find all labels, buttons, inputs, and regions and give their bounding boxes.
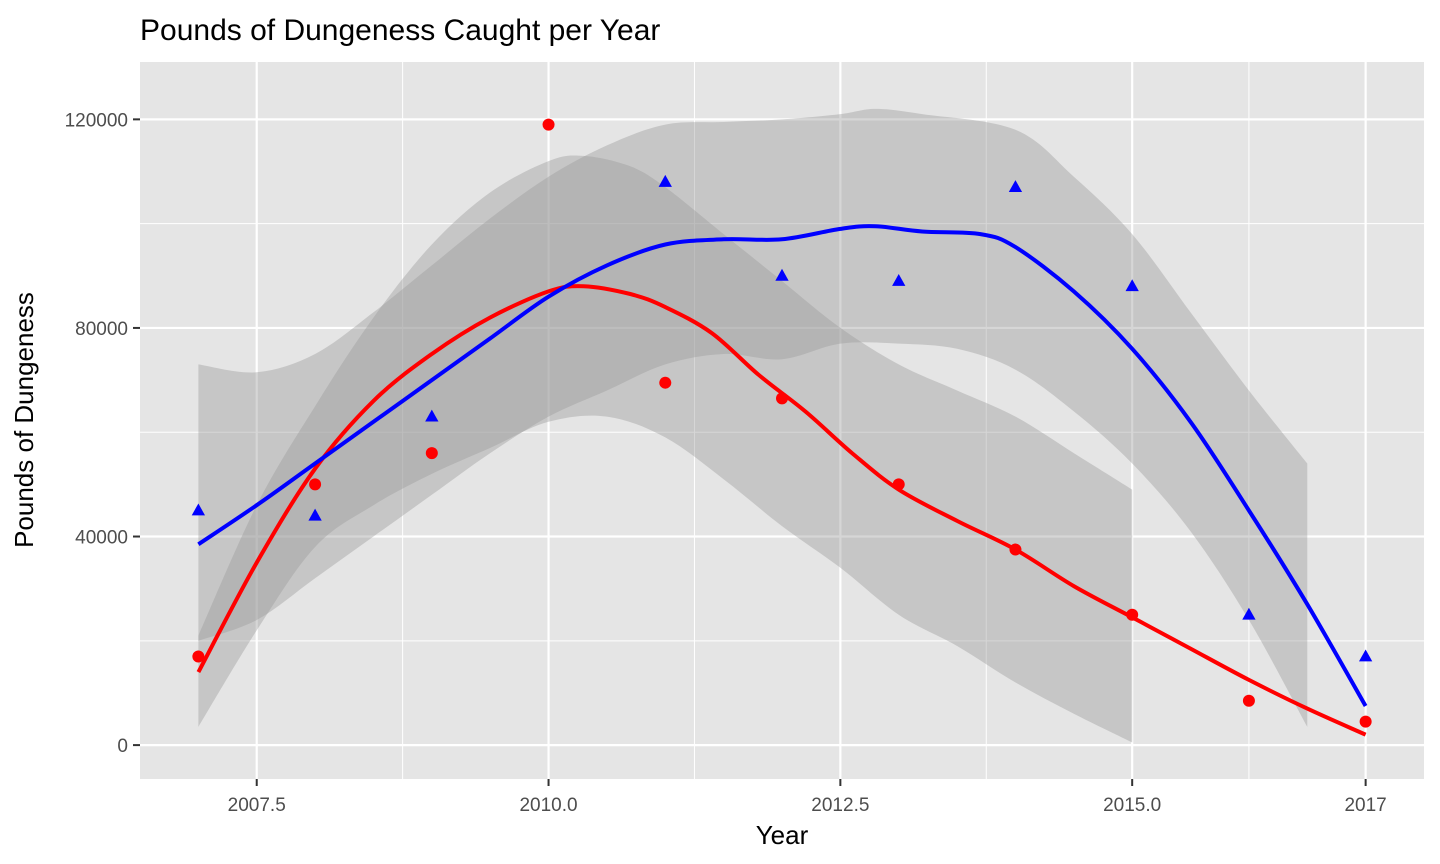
triangle-point-1	[1008, 180, 1023, 193]
y-tick-label: 40000	[75, 528, 128, 549]
circle-point-0	[425, 447, 438, 460]
minor-gridlines	[140, 62, 1424, 779]
triangle-point-1	[1125, 279, 1139, 292]
x-tick-label: 2007.5	[228, 795, 286, 816]
y-axis: 0 40000 80000 120000	[65, 110, 140, 757]
chart-title: Pounds of Dungeness Caught per Year	[140, 14, 660, 47]
triangle-point-1	[308, 508, 322, 521]
circle-point-0	[776, 392, 788, 405]
circle-point-0	[309, 478, 322, 491]
smooth-lines	[196, 224, 1368, 737]
triangle-point-1	[425, 409, 439, 422]
triangle-point-1	[658, 174, 672, 187]
smooth-line-1	[197, 224, 1368, 707]
confidence-ribbons	[198, 108, 1308, 743]
triangle-point-1	[1242, 607, 1256, 620]
data-points	[191, 118, 1373, 728]
circle-point-0	[892, 478, 905, 491]
circle-point-0	[1359, 715, 1372, 728]
x-tick-label: 2012.5	[811, 795, 869, 816]
circle-point-0	[1126, 608, 1139, 621]
x-tick-label: 2017	[1344, 795, 1386, 816]
confidence-band-1	[198, 108, 1308, 727]
y-tick-label: 0	[117, 736, 128, 757]
y-tick-label: 80000	[75, 319, 128, 340]
triangle-point-1	[775, 268, 789, 281]
triangle-point-1	[191, 503, 206, 516]
circle-point-0	[542, 118, 555, 131]
circle-point-0	[192, 650, 205, 663]
smooth-line-0	[196, 284, 1367, 737]
x-tick-label: 2015.0	[1103, 795, 1161, 816]
triangle-point-1	[892, 274, 906, 286]
circle-point-0	[1242, 694, 1255, 707]
x-tick-label: 2010.0	[519, 795, 577, 816]
major-gridlines	[140, 62, 1424, 779]
circle-point-0	[1009, 543, 1022, 556]
y-tick-label: 120000	[65, 110, 128, 131]
circle-point-0	[659, 376, 672, 389]
x-axis-label: Year	[756, 820, 809, 850]
x-axis: 2007.5 2010.0 2012.5 2015.0 2017	[228, 779, 1387, 816]
confidence-band-0	[198, 155, 1133, 743]
triangle-point-1	[1358, 649, 1373, 662]
y-axis-label: Pounds of Dungeness	[9, 292, 39, 548]
